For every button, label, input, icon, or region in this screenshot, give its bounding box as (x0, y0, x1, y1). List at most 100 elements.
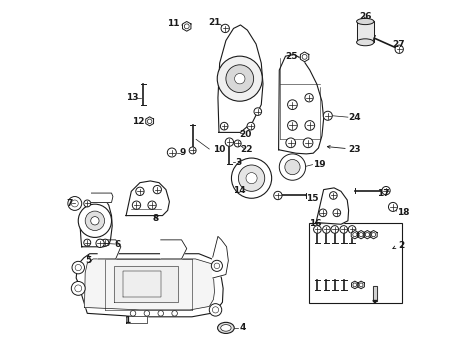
Circle shape (319, 209, 327, 217)
Circle shape (158, 310, 164, 316)
Circle shape (348, 226, 356, 233)
Polygon shape (126, 316, 147, 323)
Circle shape (340, 226, 347, 233)
Polygon shape (279, 54, 324, 154)
Text: 26: 26 (359, 12, 372, 21)
Text: 1: 1 (124, 316, 130, 325)
Circle shape (235, 73, 245, 84)
Text: 19: 19 (313, 160, 326, 169)
Polygon shape (182, 22, 191, 31)
Polygon shape (357, 230, 365, 239)
Circle shape (274, 191, 282, 200)
Circle shape (210, 304, 222, 316)
Circle shape (323, 111, 332, 120)
Text: 27: 27 (392, 40, 404, 48)
Text: 8: 8 (153, 214, 159, 223)
Text: 7: 7 (67, 199, 73, 208)
Polygon shape (364, 230, 371, 239)
Text: 5: 5 (85, 256, 92, 265)
Polygon shape (351, 230, 358, 239)
Circle shape (323, 226, 330, 233)
Circle shape (132, 201, 141, 209)
Circle shape (314, 226, 321, 233)
Polygon shape (373, 286, 377, 301)
Circle shape (221, 24, 229, 33)
Polygon shape (146, 117, 154, 126)
Circle shape (238, 165, 264, 191)
Polygon shape (161, 240, 187, 259)
Circle shape (144, 310, 150, 316)
Circle shape (71, 282, 85, 295)
Polygon shape (76, 254, 223, 317)
Text: 13: 13 (126, 93, 138, 102)
Text: 17: 17 (377, 189, 390, 198)
Polygon shape (370, 230, 377, 239)
Text: 11: 11 (167, 19, 180, 28)
Circle shape (279, 154, 306, 180)
Text: 16: 16 (309, 219, 321, 228)
Circle shape (382, 187, 390, 195)
Polygon shape (99, 240, 121, 259)
Circle shape (305, 94, 313, 102)
Circle shape (254, 108, 262, 116)
Circle shape (78, 204, 111, 237)
Text: 20: 20 (239, 130, 252, 139)
Ellipse shape (356, 18, 374, 25)
Circle shape (130, 310, 136, 316)
Polygon shape (91, 193, 113, 203)
Polygon shape (352, 281, 358, 289)
Polygon shape (213, 236, 228, 278)
Polygon shape (356, 22, 374, 42)
Text: 3: 3 (236, 158, 242, 167)
Circle shape (167, 148, 176, 157)
Polygon shape (316, 188, 348, 224)
Circle shape (68, 197, 82, 211)
Circle shape (84, 239, 91, 246)
Circle shape (211, 260, 222, 271)
Circle shape (303, 138, 313, 148)
Circle shape (288, 121, 297, 130)
Circle shape (217, 56, 262, 101)
Text: 23: 23 (348, 145, 361, 154)
Polygon shape (301, 52, 309, 62)
Circle shape (331, 226, 338, 233)
Text: 21: 21 (208, 18, 221, 27)
Circle shape (389, 203, 398, 212)
Text: 24: 24 (348, 113, 361, 122)
Circle shape (288, 100, 297, 110)
Ellipse shape (218, 322, 234, 333)
Circle shape (225, 138, 234, 146)
Circle shape (234, 140, 241, 147)
Circle shape (231, 158, 272, 198)
Circle shape (247, 122, 255, 130)
Polygon shape (373, 301, 377, 303)
Circle shape (85, 211, 105, 230)
Circle shape (172, 310, 177, 316)
Text: 6: 6 (114, 240, 120, 249)
Circle shape (189, 147, 196, 154)
Polygon shape (358, 281, 365, 289)
Text: 25: 25 (285, 52, 298, 61)
Circle shape (84, 200, 91, 207)
Text: 9: 9 (179, 148, 185, 157)
Circle shape (226, 65, 254, 93)
Circle shape (246, 173, 257, 184)
Polygon shape (126, 181, 169, 216)
Circle shape (395, 45, 403, 53)
Polygon shape (84, 259, 214, 310)
Circle shape (153, 185, 162, 194)
Ellipse shape (221, 325, 231, 331)
Text: 18: 18 (398, 208, 410, 216)
Circle shape (148, 201, 156, 209)
Circle shape (329, 192, 337, 199)
Polygon shape (80, 200, 112, 247)
Text: 10: 10 (213, 145, 225, 154)
Polygon shape (114, 266, 178, 302)
Circle shape (220, 122, 228, 130)
Text: 22: 22 (240, 144, 253, 153)
Text: 14: 14 (234, 186, 246, 195)
Ellipse shape (356, 39, 374, 46)
Circle shape (285, 159, 300, 175)
Text: 12: 12 (132, 117, 145, 126)
Circle shape (96, 239, 104, 247)
